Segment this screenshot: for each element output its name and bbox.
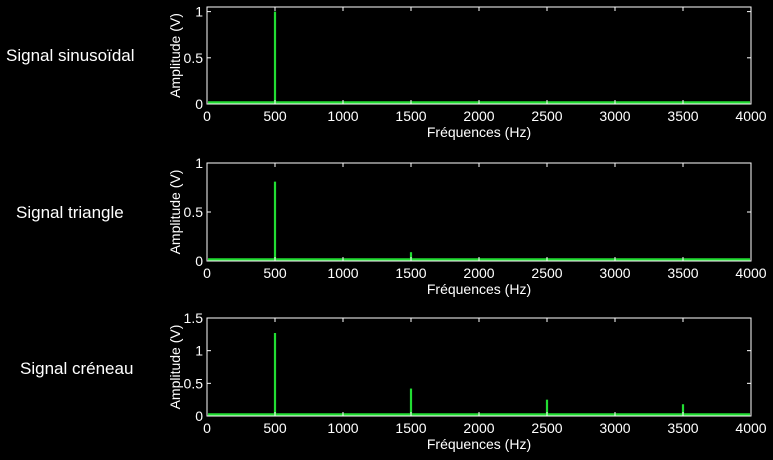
x-tick-label-creneau-3: 1500	[395, 420, 426, 436]
y-tick-label-triangle-2: 1	[195, 155, 203, 171]
x-tick-label-creneau-4: 2000	[463, 420, 494, 436]
x-tick-label-triangle-4: 2000	[463, 265, 494, 281]
x-tick-label-sinus-3: 1500	[395, 108, 426, 124]
x-tick-label-sinus-5: 2500	[531, 108, 562, 124]
y-tick-label-sinus-1: 0.5	[184, 50, 204, 66]
x-tick-label-sinus-4: 2000	[463, 108, 494, 124]
x-tick-label-sinus-6: 3000	[599, 108, 630, 124]
x-axis-label-sinus: Fréquences (Hz)	[427, 124, 531, 140]
x-tick-label-triangle-1: 500	[263, 265, 287, 281]
x-tick-label-creneau-7: 3500	[667, 420, 698, 436]
x-tick-label-creneau-5: 2500	[531, 420, 562, 436]
x-tick-label-creneau-8: 4000	[735, 420, 766, 436]
y-tick-label-creneau-3: 1.5	[184, 310, 204, 326]
y-tick-label-sinus-0: 0	[195, 96, 203, 112]
x-tick-label-sinus-2: 1000	[327, 108, 358, 124]
x-tick-label-triangle-6: 3000	[599, 265, 630, 281]
x-tick-label-sinus-8: 4000	[735, 108, 766, 124]
y-tick-label-creneau-2: 1	[195, 343, 203, 359]
axes-frame-triangle	[206, 162, 752, 262]
x-tick-label-triangle-5: 2500	[531, 265, 562, 281]
plot-triangle: 0 500 1000 1500 2000 2500 3000 3500 4000 0 0.5 1 Fré…	[167, 155, 767, 297]
x-tick-label-creneau-1: 500	[263, 420, 287, 436]
y-axis-label-creneau: Amplitude (V)	[167, 325, 183, 410]
axes-frame-creneau	[206, 317, 752, 417]
label-signal-creneau: Signal créneau	[20, 359, 134, 378]
x-tick-label-triangle-0: 0	[203, 265, 211, 281]
x-tick-label-triangle-3: 1500	[395, 265, 426, 281]
label-signal-triangle: Signal triangle	[16, 203, 124, 222]
x-tick-label-sinus-1: 500	[263, 108, 287, 124]
x-axis-label-triangle: Fréquences (Hz)	[427, 281, 531, 297]
y-axis-label-triangle: Amplitude (V)	[167, 170, 183, 255]
x-axis-label-creneau: Fréquences (Hz)	[427, 436, 531, 452]
plot-creneau: 0 500 1000 1500 2000 2500 3000 3500 4000 0 0.5 1 1.5…	[167, 310, 767, 452]
x-tick-label-sinus-0: 0	[203, 108, 211, 124]
x-tick-label-sinus-7: 3500	[667, 108, 698, 124]
axes-frame-sinus	[206, 6, 752, 105]
label-signal-sinusoidal: Signal sinusoïdal	[6, 46, 135, 65]
x-tick-label-triangle-2: 1000	[327, 265, 358, 281]
x-tick-label-triangle-7: 3500	[667, 265, 698, 281]
x-tick-label-triangle-8: 4000	[735, 265, 766, 281]
plot-sinus: 0 500 1000 1500 2000 2500 3000 3500 4000 0 0.5 1 Fré…	[167, 4, 767, 140]
y-tick-label-creneau-0: 0	[195, 408, 203, 424]
y-tick-label-triangle-1: 0.5	[184, 204, 204, 220]
x-tick-label-creneau-6: 3000	[599, 420, 630, 436]
x-tick-label-creneau-2: 1000	[327, 420, 358, 436]
y-axis-label-sinus: Amplitude (V)	[167, 13, 183, 98]
y-tick-label-triangle-0: 0	[195, 253, 203, 269]
y-tick-label-sinus-2: 1	[195, 4, 203, 20]
y-tick-label-creneau-1: 0.5	[184, 375, 204, 391]
x-tick-label-creneau-0: 0	[203, 420, 211, 436]
